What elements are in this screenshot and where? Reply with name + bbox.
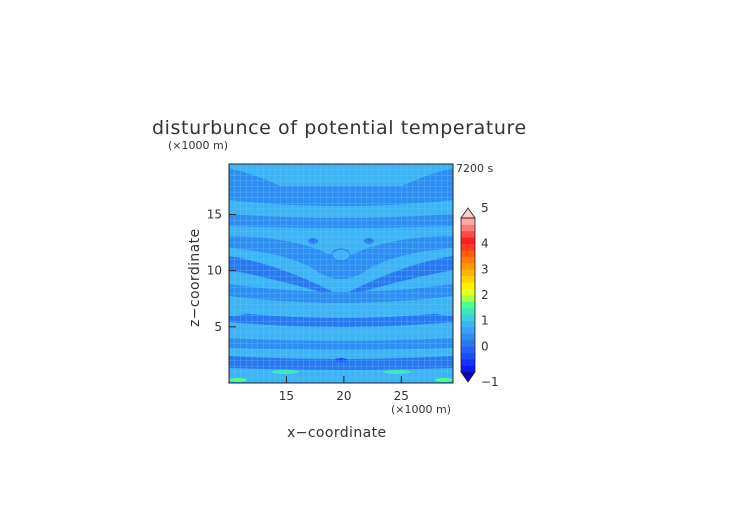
contour-band <box>229 312 453 327</box>
colorbar: −1 0 1 2 3 4 5 <box>460 201 499 389</box>
y-unit-label: (×1000 m) <box>168 139 228 152</box>
colorbar-tick-label: 5 <box>481 201 489 215</box>
grid-lines <box>229 164 453 383</box>
chart-title: disturbunce of potential temperature <box>152 117 527 139</box>
x-unit-label: (×1000 m) <box>391 403 451 416</box>
colorbar-segment <box>461 250 475 257</box>
contour-warm-spot <box>435 378 453 382</box>
contour-band <box>229 256 453 298</box>
colorbar-segment <box>461 320 475 328</box>
colorbar-segment <box>461 327 475 334</box>
y-tick-label: 10 <box>207 264 222 278</box>
colorbar-segment <box>461 288 475 296</box>
x-tick-label: 25 <box>394 389 409 403</box>
colorbar-segment <box>461 275 475 283</box>
colorbar-upper-extension <box>460 207 476 219</box>
contour-band <box>229 214 453 228</box>
plot-frame <box>228 163 454 384</box>
colorbar-segment <box>461 359 475 366</box>
x-axis: 15 20 25 <box>279 376 409 403</box>
x-tick-label: 20 <box>336 389 351 403</box>
contour-warm-spot <box>229 378 247 382</box>
colorbar-segment <box>461 314 475 322</box>
y-axis-label: z−coordinate <box>187 228 203 327</box>
colorbar-segment <box>461 301 475 309</box>
contour-band <box>229 338 453 350</box>
colorbar-segment <box>461 269 475 277</box>
contour-blob <box>331 248 351 262</box>
x-axis-label: x−coordinate <box>287 425 387 441</box>
contour-band <box>229 284 453 303</box>
colorbar-segment <box>461 352 475 360</box>
colorbar-segment <box>461 333 475 341</box>
contour-band <box>229 356 453 370</box>
colorbar-tick-label: 0 <box>481 339 489 353</box>
colorbar-lower-extension <box>460 371 476 383</box>
contour-band <box>229 168 280 186</box>
y-tick-label: 15 <box>207 208 222 222</box>
colorbar-segment <box>461 256 475 264</box>
contour-band <box>402 168 453 186</box>
colorbar-segment <box>461 237 475 245</box>
colorbar-segment <box>461 282 475 289</box>
colorbar-tick-label: 4 <box>481 237 489 251</box>
colorbar-segment <box>461 346 475 354</box>
colorbar-segment <box>461 218 475 225</box>
colorbar-frame <box>460 217 476 373</box>
contour-plot-area <box>228 163 454 384</box>
y-tick-label: 5 <box>214 320 222 334</box>
colorbar-segment <box>461 365 475 373</box>
contour-blob <box>335 358 347 362</box>
x-tick-label: 15 <box>279 389 294 403</box>
colorbar-tick-label: 3 <box>481 262 489 276</box>
colorbar-segment <box>461 262 475 270</box>
contour-bands <box>229 168 453 382</box>
contour-band <box>229 186 453 206</box>
colorbar-segment <box>461 224 475 232</box>
y-axis: 5 10 15 <box>207 208 236 334</box>
colorbar-segment <box>461 243 475 251</box>
colorbar-tick-label: −1 <box>481 375 499 389</box>
colorbar-segment <box>461 339 475 347</box>
colorbar-segment <box>461 230 475 238</box>
colorbar-segment <box>461 295 475 302</box>
colorbar-tick-label: 2 <box>481 288 489 302</box>
colorbar-tick-label: 1 <box>481 314 489 328</box>
time-label: 7200 s <box>456 162 493 175</box>
colorbar-segment <box>461 307 475 315</box>
